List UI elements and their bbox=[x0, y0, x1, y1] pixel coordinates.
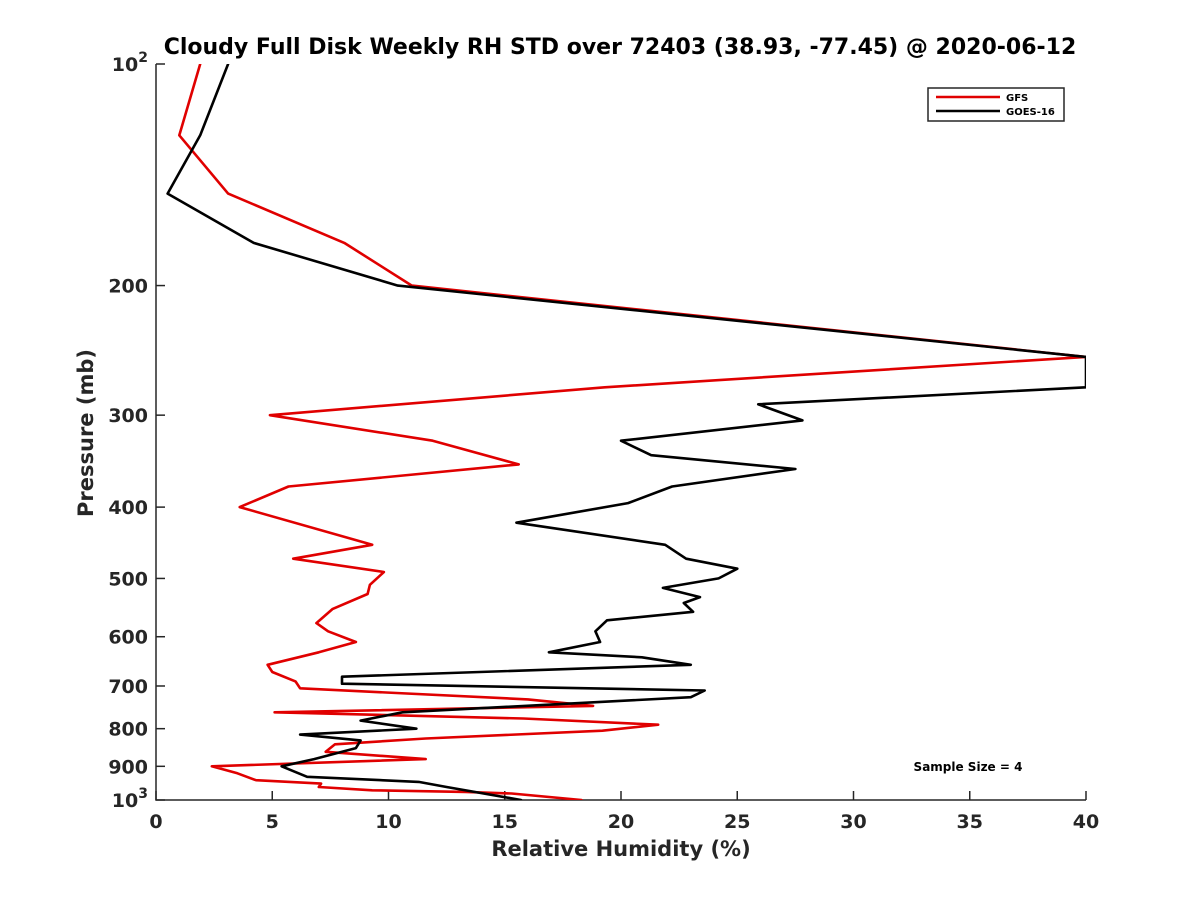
y-tick-label: 200 bbox=[108, 276, 148, 298]
series-line-goes-16 bbox=[166, 64, 1086, 800]
y-tick-label: 600 bbox=[108, 627, 148, 649]
legend-label: GOES-16 bbox=[1006, 107, 1055, 118]
legend: GFS GOES-16 bbox=[927, 87, 1065, 122]
y-tick-label: 500 bbox=[108, 568, 148, 590]
chart-title: Cloudy Full Disk Weekly RH STD over 7240… bbox=[164, 35, 1077, 60]
y-axis-label: Pressure (mb) bbox=[74, 349, 98, 517]
x-tick-label: 40 bbox=[1073, 811, 1099, 833]
y-tick-label: 400 bbox=[108, 497, 148, 519]
x-tick-label: 25 bbox=[724, 811, 750, 833]
y-tick-label: 102 bbox=[112, 50, 148, 76]
y-tick-label: 700 bbox=[108, 676, 148, 698]
series-line-gfs bbox=[178, 64, 1086, 800]
x-tick-label: 10 bbox=[375, 811, 401, 833]
series-group bbox=[166, 64, 1086, 800]
y-tick-label: 800 bbox=[108, 719, 148, 741]
y-tick-label: 103 bbox=[112, 786, 148, 812]
x-tick-label: 20 bbox=[608, 811, 634, 833]
y-tick-label: 900 bbox=[108, 756, 148, 778]
x-axis-label: Relative Humidity (%) bbox=[491, 837, 750, 861]
y-tick-label: 300 bbox=[108, 405, 148, 427]
x-tick-label: 5 bbox=[266, 811, 279, 833]
x-tick-label: 15 bbox=[492, 811, 518, 833]
legend-label: GFS bbox=[1006, 93, 1028, 104]
x-tick-label: 35 bbox=[957, 811, 983, 833]
x-tick-label: 30 bbox=[840, 811, 866, 833]
legend-box bbox=[927, 87, 1065, 122]
x-tick-label: 0 bbox=[149, 811, 162, 833]
sample-size-annotation: Sample Size = 4 bbox=[914, 760, 1023, 774]
plot-area: 0 5 10 15 20 25 30 35 40 102 200 300 400 500 600 700 800… bbox=[108, 50, 1099, 833]
